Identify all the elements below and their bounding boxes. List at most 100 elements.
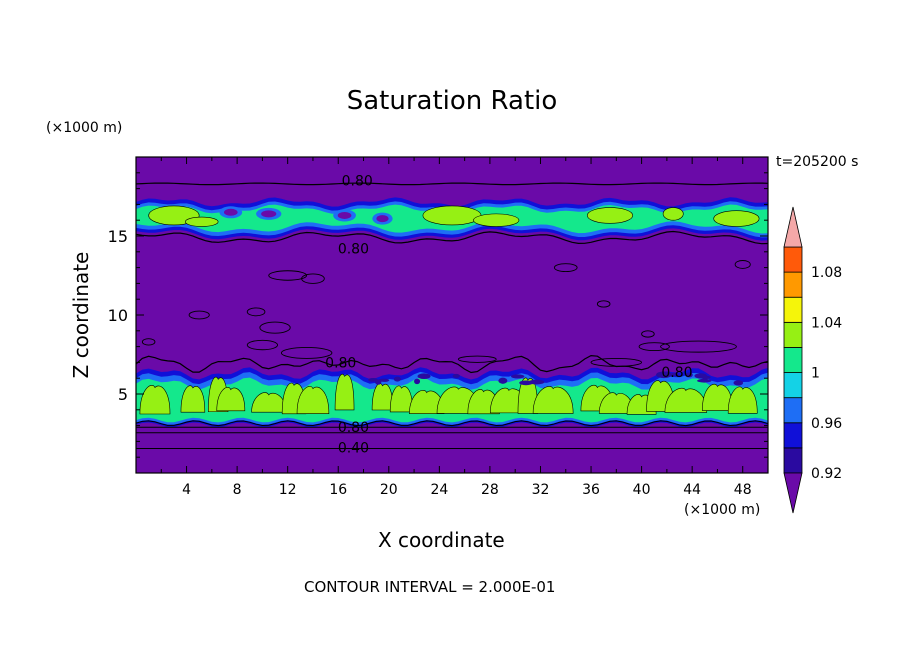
upper-cloud-cell bbox=[184, 216, 219, 227]
lower-cloud-cell bbox=[180, 385, 206, 413]
x-tick-label: 36 bbox=[582, 482, 600, 498]
lower-layer-speck bbox=[670, 372, 679, 376]
upper-layer-hole-core bbox=[261, 210, 277, 218]
upper-cloud-cell bbox=[473, 213, 520, 227]
colorbar-swatch bbox=[783, 422, 803, 449]
contour-closed bbox=[259, 321, 291, 334]
lower-layer-speck bbox=[519, 380, 533, 386]
lower-layer-speck bbox=[452, 373, 460, 378]
colorbar-swatch bbox=[783, 397, 803, 424]
upper-cloud-cell bbox=[586, 207, 634, 224]
time-label: t=205200 s bbox=[776, 154, 859, 170]
lower-layer-speck bbox=[378, 378, 390, 382]
colorbar-label: 0.96 bbox=[811, 416, 842, 432]
contour-label: 0.40 bbox=[338, 441, 369, 457]
y-tick-label: 10 bbox=[108, 306, 128, 325]
colorbar-label: 0.92 bbox=[811, 466, 842, 482]
contour-label: 0.80 bbox=[338, 242, 369, 258]
x-tick-label: 24 bbox=[430, 482, 448, 498]
lower-layer-speck bbox=[414, 378, 421, 385]
contour-interval-note: CONTOUR INTERVAL = 2.000E-01 bbox=[304, 578, 556, 596]
contour-labels: 0.80 0.80 0.80 0.80 0.80 0.40 bbox=[325, 174, 692, 457]
lower-layer-speck bbox=[656, 371, 672, 379]
contour-closed bbox=[246, 339, 279, 351]
upper-cloud-cell bbox=[422, 205, 482, 226]
lower-cloud-cell bbox=[532, 386, 574, 414]
y-tick-label: 5 bbox=[118, 385, 128, 404]
lower-cloud-cell bbox=[334, 373, 355, 411]
contour-label: 0.80 bbox=[342, 174, 373, 190]
colorbar-swatch bbox=[783, 271, 803, 298]
upper-layer-hole-core bbox=[223, 208, 238, 216]
contour-0.80-upper bbox=[136, 230, 768, 245]
contour-closed bbox=[641, 330, 655, 338]
contour-label: 0.80 bbox=[338, 420, 369, 436]
colorbar-top-arrow bbox=[783, 206, 803, 248]
lower-cloud-cell bbox=[296, 386, 330, 415]
x-tick-label: 12 bbox=[279, 482, 297, 498]
contour-0.80-mid bbox=[136, 354, 768, 374]
colorbar-bottom-arrow bbox=[783, 472, 803, 514]
x-tick-label: 48 bbox=[734, 482, 752, 498]
colorbar-swatch bbox=[783, 246, 803, 273]
colorbar-label: 1.04 bbox=[811, 315, 842, 331]
x-tick-label: 16 bbox=[329, 482, 347, 498]
contour-label: 0.80 bbox=[325, 355, 356, 371]
contour-closed bbox=[660, 340, 737, 353]
colorbar-swatch bbox=[783, 296, 803, 323]
contour-closed bbox=[734, 260, 751, 269]
x-tick-label: 40 bbox=[633, 482, 651, 498]
lower-cloud-cell bbox=[727, 386, 758, 414]
y-axis: 5 10 15 bbox=[108, 172, 768, 458]
contour-closed bbox=[141, 338, 156, 346]
lower-layer-speck bbox=[733, 380, 744, 386]
contour-closed bbox=[590, 357, 643, 367]
contour-closed bbox=[246, 307, 266, 317]
x-tick-label: 32 bbox=[532, 482, 550, 498]
x-tick-label: 4 bbox=[182, 482, 191, 498]
colorbar-swatch bbox=[783, 321, 803, 348]
lower-layer-speck bbox=[697, 378, 712, 383]
x-tick-label: 28 bbox=[481, 482, 499, 498]
y-tick-label: 15 bbox=[108, 227, 128, 246]
upper-cloud-cell bbox=[713, 210, 760, 227]
lower-layer-speck bbox=[699, 375, 711, 380]
contour-closed bbox=[301, 273, 325, 284]
lower-layer-speck bbox=[393, 376, 401, 382]
colorbar: 0.92 0.96 1 1.04 1.08 bbox=[783, 206, 842, 514]
x-tick-label: 44 bbox=[683, 482, 701, 498]
x-axis-unit: (×1000 m) bbox=[684, 502, 761, 518]
contour-closed bbox=[268, 270, 308, 281]
colorbar-swatch bbox=[783, 447, 803, 474]
upper-layer-hole-core bbox=[337, 211, 352, 219]
colorbar-swatch bbox=[783, 372, 803, 399]
contour-closed bbox=[553, 263, 578, 272]
x-axis-label: X coordinate bbox=[378, 528, 505, 552]
saturation-field bbox=[136, 157, 768, 473]
contour-lines bbox=[136, 182, 768, 449]
lower-cloud-cell bbox=[216, 387, 246, 412]
contour-closed bbox=[457, 355, 497, 363]
x-axis: 4 8 12 16 20 24 28 32 36 40 44 48 bbox=[160, 157, 752, 498]
z-axis-unit: (×1000 m) bbox=[46, 120, 123, 136]
contour-closed bbox=[188, 310, 210, 320]
contour-closed bbox=[596, 300, 611, 308]
upper-cloud-cell bbox=[662, 207, 684, 221]
lower-layer-speck bbox=[511, 374, 525, 379]
colorbar-label: 1 bbox=[811, 366, 820, 382]
chart-title: Saturation Ratio bbox=[346, 86, 558, 116]
contour-label: 0.80 bbox=[661, 365, 692, 381]
contour-0.80-top bbox=[136, 182, 768, 186]
lower-layer-speck bbox=[417, 373, 431, 380]
contour-closed bbox=[280, 346, 333, 359]
contour-upper-lowband bbox=[136, 420, 768, 427]
lower-layer-speck bbox=[685, 372, 693, 378]
x-tick-label: 8 bbox=[233, 482, 242, 498]
colorbar-label: 1.08 bbox=[811, 265, 842, 281]
upper-layer-hole-core bbox=[376, 215, 389, 223]
lower-layer-speck bbox=[368, 377, 378, 382]
lower-layer-speck bbox=[498, 377, 508, 384]
lower-cloud-cell bbox=[139, 385, 171, 415]
colorbar-swatch bbox=[783, 347, 803, 373]
